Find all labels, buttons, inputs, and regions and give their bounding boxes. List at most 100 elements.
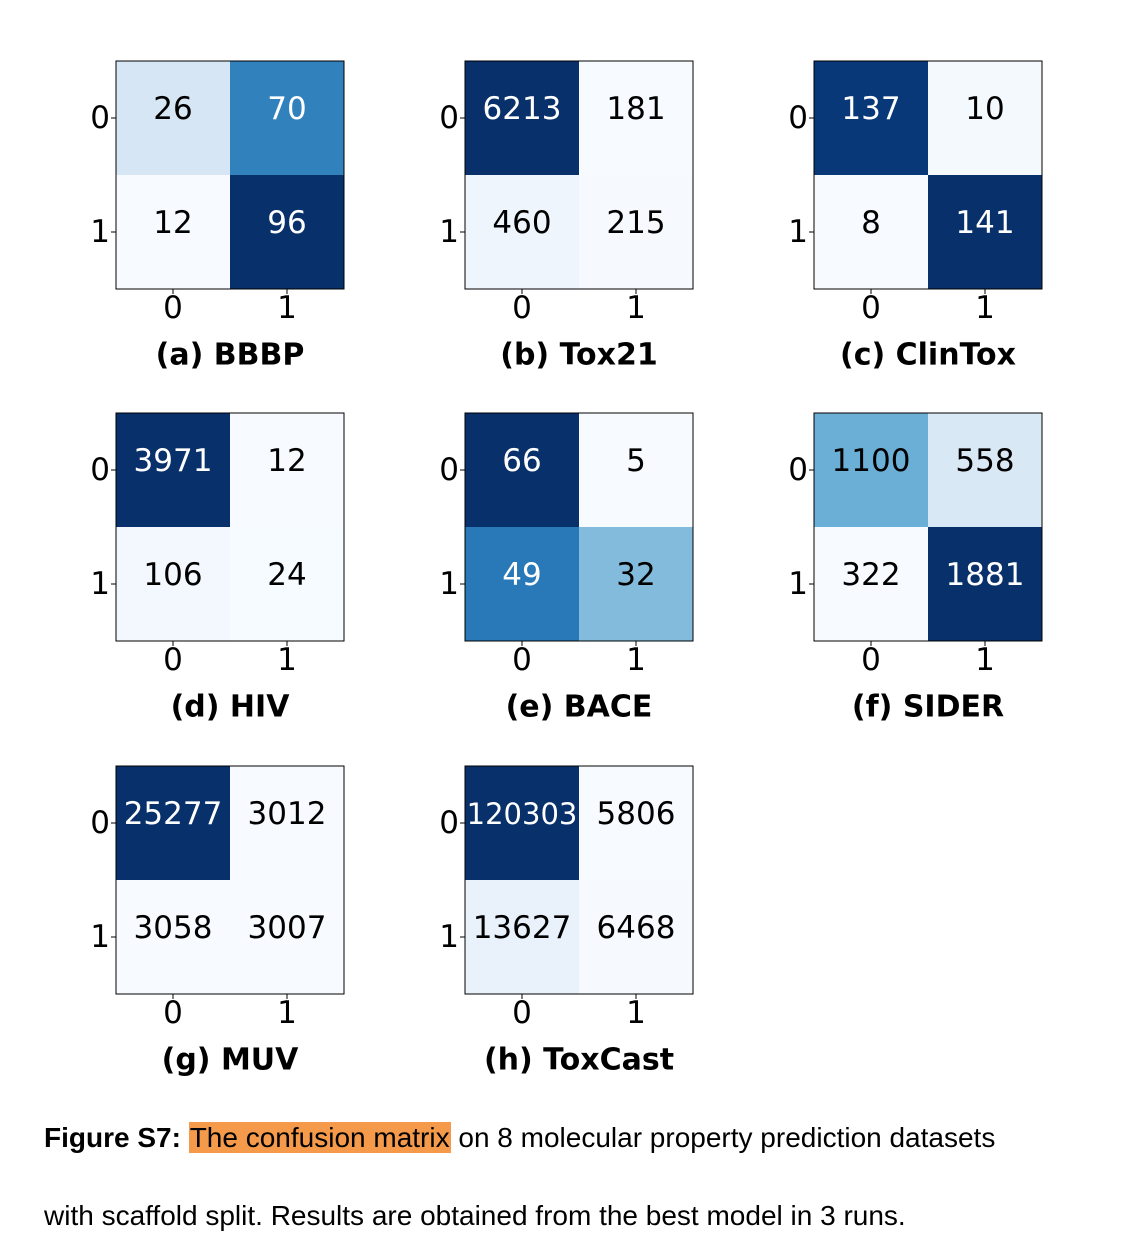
heatmap-cell <box>814 61 928 175</box>
caption-text-1: on 8 molecular property prediction datas… <box>450 1122 996 1153</box>
x-tick-label: 0 <box>163 290 183 326</box>
heatmap-cell <box>814 175 928 289</box>
cell-value-label: 215 <box>606 205 665 241</box>
matrix-frame <box>115 412 345 642</box>
panel-label: (e) BACE <box>506 690 653 725</box>
panel-label: (c) ClinTox <box>840 338 1016 373</box>
heatmap-cell <box>579 61 693 175</box>
x-tick-label: 1 <box>975 290 995 326</box>
confusion-matrix-panel: 66 5 49 32 0 1 0 1 (e) BACE <box>439 412 694 725</box>
x-tick-label: 1 <box>975 642 995 678</box>
heatmap-cell <box>465 527 579 641</box>
panel-label: (a) BBBP <box>156 338 305 373</box>
cell-value-label: 12 <box>153 205 192 241</box>
heatmap-cell <box>230 413 344 527</box>
heatmap-cell <box>579 413 693 527</box>
x-tick-label: 0 <box>861 642 881 678</box>
cell-value-label: 5 <box>626 443 646 479</box>
heatmap-cell <box>116 766 230 880</box>
heatmap-cell <box>814 413 928 527</box>
cell-value-label: 5806 <box>597 796 676 832</box>
figure-caption-line-2: with scaffold split. Results are obtaine… <box>44 1200 906 1231</box>
matrix-frame <box>115 765 345 995</box>
cell-value-label: 1100 <box>832 443 911 479</box>
heatmap-cell <box>230 880 344 994</box>
matrix-frame <box>464 60 694 290</box>
confusion-matrix-panel: 1100 558 322 1881 0 1 0 1 (f) SIDER <box>788 412 1043 725</box>
cell-value-label: 66 <box>502 443 541 479</box>
heatmap-cell <box>230 766 344 880</box>
x-tick-label: 1 <box>277 995 297 1031</box>
heatmap-cell <box>928 527 1042 641</box>
y-tick-label: 0 <box>90 452 110 488</box>
y-tick-label: 0 <box>439 805 459 841</box>
y-tick-label: 0 <box>439 452 459 488</box>
x-tick-label: 0 <box>512 290 532 326</box>
heatmap-cell <box>116 527 230 641</box>
x-tick-label: 1 <box>626 642 646 678</box>
caption-highlight: The confusion matrix <box>188 1122 451 1153</box>
heatmap-cell <box>579 880 693 994</box>
heatmap-cell <box>928 413 1042 527</box>
cell-value-label: 1881 <box>946 557 1025 593</box>
x-tick-label: 0 <box>512 995 532 1031</box>
cell-value-label: 137 <box>841 91 900 127</box>
figure-caption-line-1: Figure S7: The confusion matrix on 8 mol… <box>44 1122 1104 1154</box>
cell-value-label: 460 <box>492 205 551 241</box>
cell-value-label: 96 <box>267 205 306 241</box>
x-tick-label: 0 <box>861 290 881 326</box>
x-tick-label: 1 <box>277 642 297 678</box>
y-tick-label: 1 <box>439 566 459 602</box>
matrix-frame <box>115 60 345 290</box>
heatmap-cell <box>465 175 579 289</box>
cell-value-label: 6468 <box>597 910 676 946</box>
cell-value-label: 12 <box>267 443 306 479</box>
cell-value-label: 3007 <box>248 910 327 946</box>
heatmap-cell <box>465 880 579 994</box>
confusion-matrix-panel: 3971 12 106 24 0 1 0 1 (d) HIV <box>90 412 345 725</box>
cell-value-label: 49 <box>502 557 541 593</box>
matrix-frame <box>464 765 694 995</box>
y-tick-label: 0 <box>788 100 808 136</box>
y-tick-label: 1 <box>788 566 808 602</box>
panel-label: (h) ToxCast <box>484 1043 674 1078</box>
confusion-matrix-panel: 26 70 12 96 0 1 0 1 (a) BBBP <box>90 60 345 373</box>
x-tick-label: 1 <box>626 995 646 1031</box>
y-tick-label: 1 <box>90 566 110 602</box>
heatmap-cell <box>116 413 230 527</box>
confusion-matrix-panel: 6213 181 460 215 0 1 0 1 (b) Tox21 <box>439 60 694 373</box>
heatmap-cell <box>230 61 344 175</box>
cell-value-label: 10 <box>965 91 1004 127</box>
y-tick-label: 1 <box>788 214 808 250</box>
cell-value-label: 24 <box>267 557 306 593</box>
cell-value-label: 25277 <box>124 796 223 832</box>
cell-value-label: 181 <box>606 91 665 127</box>
cell-value-label: 70 <box>267 91 306 127</box>
confusion-matrix-panel: 25277 3012 3058 3007 0 1 0 1 (g) MUV <box>90 765 345 1078</box>
heatmap-cell <box>579 766 693 880</box>
x-tick-label: 1 <box>277 290 297 326</box>
heatmap-cell <box>465 766 579 880</box>
y-tick-label: 0 <box>90 100 110 136</box>
y-tick-label: 1 <box>439 919 459 955</box>
cell-value-label: 106 <box>143 557 202 593</box>
y-tick-label: 1 <box>90 919 110 955</box>
x-tick-label: 1 <box>626 290 646 326</box>
x-tick-label: 0 <box>163 642 183 678</box>
heatmap-cell <box>230 527 344 641</box>
matrix-frame <box>813 60 1043 290</box>
panel-label: (d) HIV <box>171 690 291 725</box>
heatmap-cell <box>116 880 230 994</box>
heatmap-cell <box>465 413 579 527</box>
y-tick-label: 0 <box>439 100 459 136</box>
cell-value-label: 3012 <box>248 796 327 832</box>
heatmap-cell <box>928 175 1042 289</box>
panel-label: (b) Tox21 <box>500 338 658 373</box>
x-tick-label: 0 <box>163 995 183 1031</box>
panel-label: (f) SIDER <box>852 690 1004 725</box>
heatmap-cell <box>465 61 579 175</box>
cell-value-label: 3058 <box>134 910 213 946</box>
heatmap-cell <box>116 175 230 289</box>
